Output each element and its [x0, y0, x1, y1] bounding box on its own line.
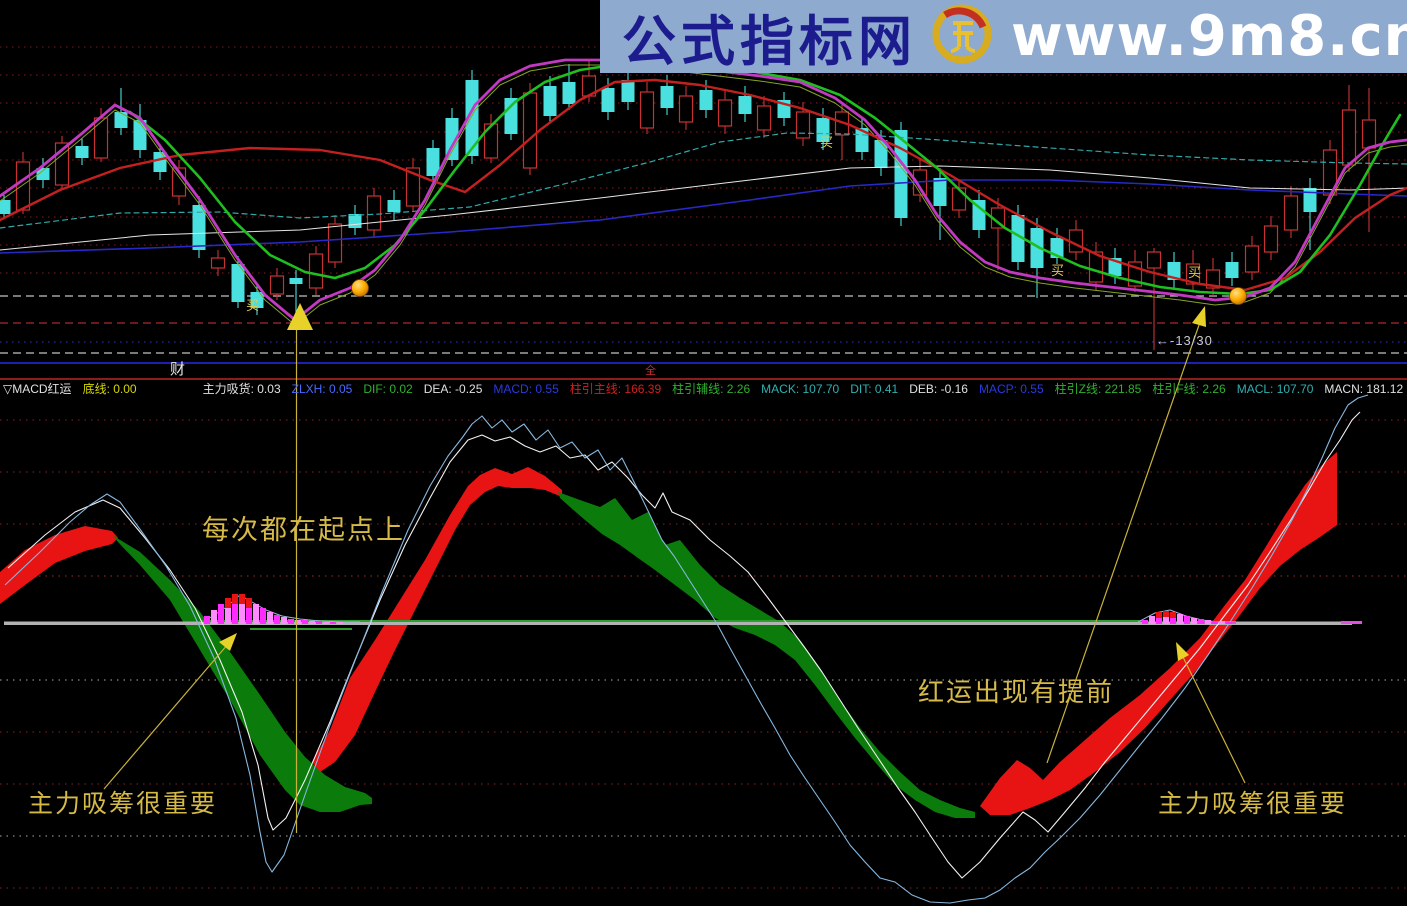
indicator-value: 底线: 0.00: [82, 382, 137, 396]
annotation-red-luck: 红运出现有提前: [918, 678, 1115, 708]
buy-signal-label: 买: [820, 136, 834, 151]
watermark-site-url: www.9m8.cn: [1011, 4, 1407, 69]
buy-signal-label: 买: [1051, 264, 1065, 279]
indicator-value: DEA: -0.25: [423, 381, 483, 396]
buy-signal-label: 买: [1188, 266, 1202, 281]
indicator-value: MACD: 0.55: [493, 381, 559, 396]
indicator-value: MACP: 0.55: [978, 381, 1044, 396]
indicator-status-bar[interactable]: ▽MACD红运 底线: 0.00 主力吸货: 0.03 ZLXH: 0.05 DIF: …: [3, 380, 1405, 397]
indicator-value: MACN: 181.12: [1324, 381, 1404, 396]
indicator-value: MACL: 107.70: [1236, 381, 1314, 396]
annotation-lines-layer: [103, 303, 1246, 833]
indicator-value: 主力吸货: 0.03: [202, 382, 281, 396]
cai-marker-label: 财: [170, 361, 186, 378]
indicator-value: DIT: 0.41: [850, 381, 899, 396]
indicator-value: 柱引Z线: 221.85: [1054, 382, 1142, 396]
indicator-value: 柱引辅线: 2.26: [672, 382, 751, 396]
macd-indicator-pane[interactable]: [0, 394, 1407, 904]
watermark-banner: 公式指标网 www.9m8.cn: [600, 0, 1407, 73]
indicator-value: 柱引主线: 166.39: [569, 382, 662, 396]
price-pane[interactable]: [0, 46, 1407, 380]
indicator-value: 柱引F线: 2.26: [1152, 382, 1226, 396]
watermark-site-name: 公式指标网: [622, 10, 917, 73]
annotation-start-point: 每次都在起点上: [202, 515, 405, 546]
indicator-value: DIF: 0.02: [363, 381, 413, 396]
buy-signal-label: 买: [246, 299, 260, 314]
indicator-value: ZLXH: 0.05: [291, 381, 353, 396]
annotation-main-force-right: 主力吸筹很重要: [1158, 789, 1348, 818]
indicator-value: ▽MACD红运: [3, 382, 72, 396]
indicator-value: MACK: 107.70: [761, 381, 840, 396]
countdown-label: ←-13/30: [1156, 333, 1213, 348]
annotation-main-force-left: 主力吸筹很重要: [28, 789, 218, 818]
indicator-value: DEB: -0.16: [909, 381, 968, 396]
site-logo-icon: [931, 3, 993, 70]
red-stamp-marker: 全: [645, 365, 656, 377]
